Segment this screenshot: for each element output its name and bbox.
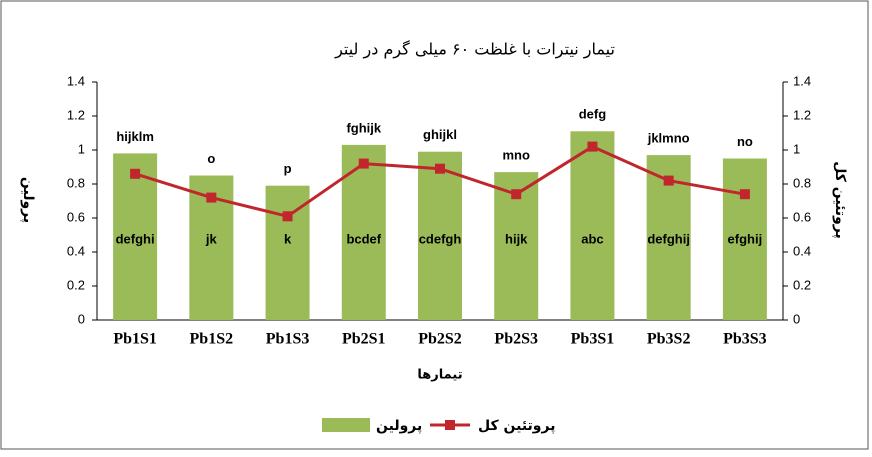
y2-tick-label: 1 (793, 141, 800, 156)
y-axis-label: پرولین (20, 177, 36, 223)
y-tick-label: 0.6 (67, 209, 85, 224)
bar (418, 151, 462, 320)
y-tick-label: 1.2 (67, 107, 85, 122)
line-marker (282, 211, 293, 222)
legend-label: پروتئین کل (478, 418, 555, 434)
bar-annotation: jklmno (647, 131, 690, 146)
bar-annotation: p (284, 161, 292, 176)
line-marker (511, 189, 522, 200)
bar (722, 158, 767, 320)
x-tick-label: Pb3S3 (723, 331, 767, 348)
y2-tick-label: 0.2 (793, 277, 811, 292)
bar (570, 131, 615, 320)
y-tick-label: 0.2 (67, 277, 85, 292)
line-marker (358, 158, 369, 169)
legend-swatch-marker (445, 420, 455, 430)
y2-axis-label: پروتئین کل (832, 161, 848, 238)
bar-annotation: mno (502, 148, 530, 163)
line-annotation: jk (205, 231, 218, 246)
y2-tick-label: 1.4 (793, 73, 811, 88)
bar-annotation: defg (579, 107, 607, 122)
y2-tick-label: 0 (793, 311, 800, 326)
bar-annotation: hijklm (116, 129, 154, 144)
line-marker (206, 192, 217, 203)
line-annotation: k (284, 231, 292, 246)
line-annotation: cdefgh (419, 231, 462, 246)
line-annotation: hijk (505, 231, 528, 246)
legend-label: پرولین (376, 418, 422, 434)
y2-tick-label: 1.2 (793, 107, 811, 122)
legend-swatch-bar (322, 418, 370, 432)
bar-annotation: no (737, 134, 753, 149)
x-tick-label: Pb3S1 (571, 331, 615, 348)
x-tick-label: Pb1S3 (266, 331, 310, 348)
line-marker (435, 163, 445, 174)
line-annotation: defghi (116, 231, 155, 246)
line-marker (587, 141, 598, 152)
y2-tick-label: 0.8 (793, 175, 811, 190)
line-marker (130, 168, 141, 179)
x-tick-label: Pb2S2 (418, 331, 462, 348)
bar (113, 153, 158, 320)
x-tick-label: Pb1S1 (113, 331, 157, 348)
y-tick-label: 1 (78, 141, 85, 156)
chart-title: تیمار نیترات با غلظت ۶۰ میلی گرم در لیتر (334, 40, 615, 60)
x-tick-label: Pb1S2 (190, 331, 234, 348)
bar-annotation: fghijk (346, 120, 381, 135)
bar-annotation: ghijkl (423, 127, 457, 142)
y-tick-label: 1.4 (67, 73, 85, 88)
y2-tick-label: 0.4 (793, 243, 811, 258)
line-annotation: bcdef (346, 231, 381, 246)
bar (265, 185, 310, 320)
y-tick-label: 0 (78, 311, 85, 326)
y-tick-label: 0.8 (67, 175, 85, 190)
x-tick-label: Pb2S1 (342, 331, 386, 348)
x-tick-label: Pb2S3 (494, 331, 538, 348)
line-marker (663, 175, 674, 186)
line-marker (739, 189, 750, 200)
bar-annotation: o (207, 151, 215, 166)
x-tick-label: Pb3S2 (647, 331, 691, 348)
line-annotation: abc (581, 231, 603, 246)
y2-tick-label: 0.6 (793, 209, 811, 224)
y-tick-label: 0.4 (67, 243, 85, 258)
line-annotation: defghij (647, 231, 690, 246)
line-annotation: efghij (728, 231, 763, 246)
x-axis-label: تیمارها (417, 368, 462, 383)
